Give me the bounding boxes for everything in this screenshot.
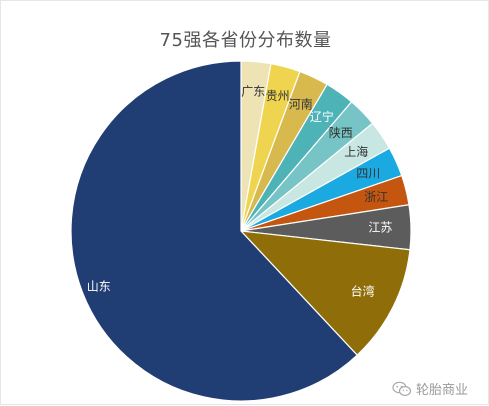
wechat-icon (392, 381, 412, 397)
watermark-text: 轮胎商业 (415, 383, 468, 398)
slice-label: 江苏 (368, 220, 392, 234)
slice-label: 四川 (356, 167, 380, 181)
slice-label: 广东 (241, 85, 265, 99)
slice-label: 贵州 (266, 89, 290, 103)
slice-label: 河南 (289, 97, 313, 112)
slice-label: 台湾 (351, 283, 375, 298)
watermark: 轮胎商业 (392, 379, 468, 398)
slice-label: 山东 (87, 280, 111, 294)
slice-label: 浙江 (364, 190, 388, 204)
slice-label: 辽宁 (310, 109, 334, 124)
pie-slice (70, 60, 358, 402)
chart-title: 75强各省份分布数量 (159, 30, 332, 51)
slice-label: 上海 (344, 144, 368, 159)
slice-label: 陕西 (329, 125, 353, 140)
pie-slice (239, 230, 411, 356)
